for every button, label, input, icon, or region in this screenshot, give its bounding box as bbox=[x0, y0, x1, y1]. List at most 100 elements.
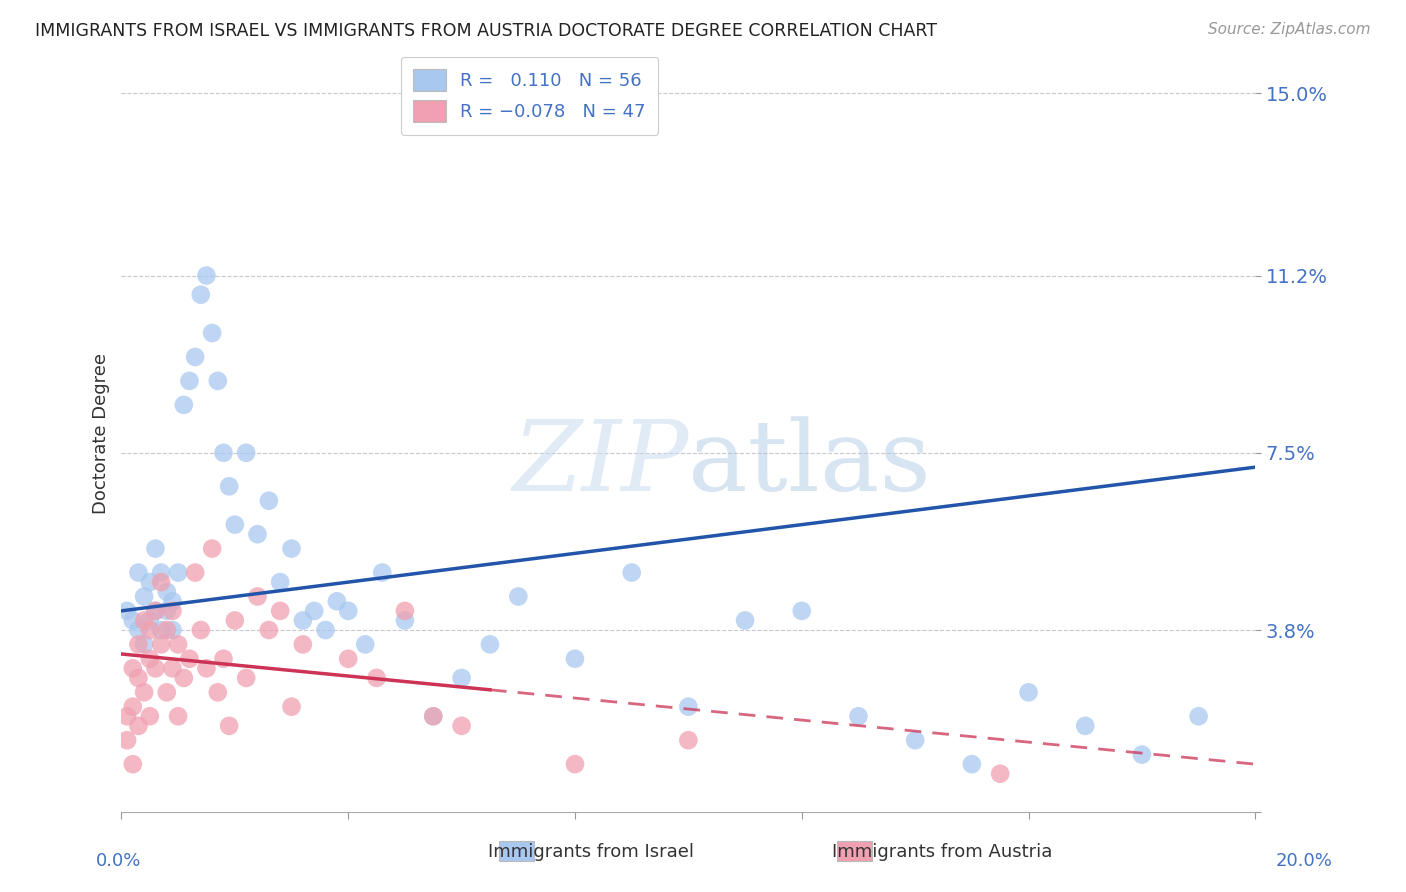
Point bbox=[1188, 709, 1211, 723]
Point bbox=[246, 527, 269, 541]
Text: atlas: atlas bbox=[689, 416, 931, 512]
Point bbox=[115, 733, 138, 747]
Point bbox=[280, 541, 302, 556]
Point bbox=[354, 637, 377, 651]
Point bbox=[904, 733, 927, 747]
Point bbox=[790, 604, 813, 618]
Point bbox=[366, 671, 388, 685]
Point bbox=[127, 637, 149, 651]
Point bbox=[139, 614, 162, 628]
Point bbox=[121, 661, 143, 675]
Point bbox=[115, 709, 138, 723]
Point bbox=[450, 719, 472, 733]
Point bbox=[257, 623, 280, 637]
Point bbox=[394, 604, 416, 618]
Point bbox=[224, 517, 246, 532]
Point bbox=[1018, 685, 1040, 699]
Point bbox=[269, 575, 291, 590]
Text: 20.0%: 20.0% bbox=[1277, 852, 1333, 870]
Point bbox=[190, 287, 212, 301]
Point bbox=[162, 661, 184, 675]
Point bbox=[257, 493, 280, 508]
Point bbox=[269, 604, 291, 618]
Point bbox=[337, 604, 360, 618]
Point bbox=[235, 446, 257, 460]
Text: Immigrants from Israel: Immigrants from Israel bbox=[488, 843, 693, 861]
Point bbox=[422, 709, 444, 723]
Point bbox=[190, 623, 212, 637]
Point bbox=[195, 268, 218, 283]
Point bbox=[218, 719, 240, 733]
Text: IMMIGRANTS FROM ISRAEL VS IMMIGRANTS FROM AUSTRIA DOCTORATE DEGREE CORRELATION C: IMMIGRANTS FROM ISRAEL VS IMMIGRANTS FRO… bbox=[35, 22, 938, 40]
Point bbox=[184, 350, 207, 364]
Point bbox=[371, 566, 394, 580]
Point bbox=[734, 614, 756, 628]
Point bbox=[162, 604, 184, 618]
Text: Immigrants from Austria: Immigrants from Austria bbox=[832, 843, 1052, 861]
Point bbox=[315, 623, 337, 637]
Point bbox=[139, 652, 162, 666]
Point bbox=[246, 590, 269, 604]
Point bbox=[620, 566, 643, 580]
Point bbox=[139, 575, 162, 590]
Point bbox=[394, 614, 416, 628]
Point bbox=[115, 604, 138, 618]
Y-axis label: Doctorate Degree: Doctorate Degree bbox=[93, 353, 110, 514]
Point bbox=[508, 590, 530, 604]
Point bbox=[121, 699, 143, 714]
Point bbox=[326, 594, 349, 608]
Point bbox=[134, 614, 156, 628]
Point bbox=[179, 652, 201, 666]
Point bbox=[145, 541, 167, 556]
Point bbox=[291, 614, 314, 628]
Point bbox=[337, 652, 360, 666]
Point bbox=[212, 652, 235, 666]
Point bbox=[564, 757, 586, 772]
Point bbox=[167, 709, 190, 723]
Point bbox=[212, 446, 235, 460]
Point bbox=[848, 709, 870, 723]
Text: Source: ZipAtlas.com: Source: ZipAtlas.com bbox=[1208, 22, 1371, 37]
Point bbox=[1130, 747, 1153, 762]
Point bbox=[173, 671, 195, 685]
Point bbox=[150, 637, 173, 651]
Point bbox=[302, 604, 325, 618]
Point bbox=[179, 374, 201, 388]
Point bbox=[207, 374, 229, 388]
Point bbox=[139, 709, 162, 723]
Point bbox=[564, 652, 586, 666]
Point bbox=[162, 623, 184, 637]
Point bbox=[201, 541, 224, 556]
Point bbox=[150, 575, 173, 590]
Point bbox=[139, 623, 162, 637]
Point bbox=[150, 623, 173, 637]
Point bbox=[201, 326, 224, 340]
Point bbox=[156, 685, 179, 699]
Text: ZIP: ZIP bbox=[512, 417, 689, 511]
Point bbox=[167, 637, 190, 651]
Point bbox=[207, 685, 229, 699]
Point bbox=[235, 671, 257, 685]
Point bbox=[134, 637, 156, 651]
Point bbox=[450, 671, 472, 685]
Point bbox=[162, 594, 184, 608]
Legend: R =   0.110   N = 56, R = −0.078   N = 47: R = 0.110 N = 56, R = −0.078 N = 47 bbox=[401, 56, 658, 135]
Point bbox=[280, 699, 302, 714]
Point bbox=[478, 637, 501, 651]
Point bbox=[121, 614, 143, 628]
Point bbox=[121, 757, 143, 772]
Point bbox=[224, 614, 246, 628]
Point bbox=[127, 623, 149, 637]
Point bbox=[145, 604, 167, 618]
Point bbox=[127, 719, 149, 733]
Text: 0.0%: 0.0% bbox=[96, 852, 141, 870]
Point bbox=[678, 699, 700, 714]
Point bbox=[145, 661, 167, 675]
Point bbox=[127, 566, 149, 580]
Point bbox=[218, 479, 240, 493]
Point bbox=[156, 623, 179, 637]
Point bbox=[173, 398, 195, 412]
Point bbox=[960, 757, 983, 772]
Point bbox=[150, 566, 173, 580]
Point bbox=[1074, 719, 1097, 733]
